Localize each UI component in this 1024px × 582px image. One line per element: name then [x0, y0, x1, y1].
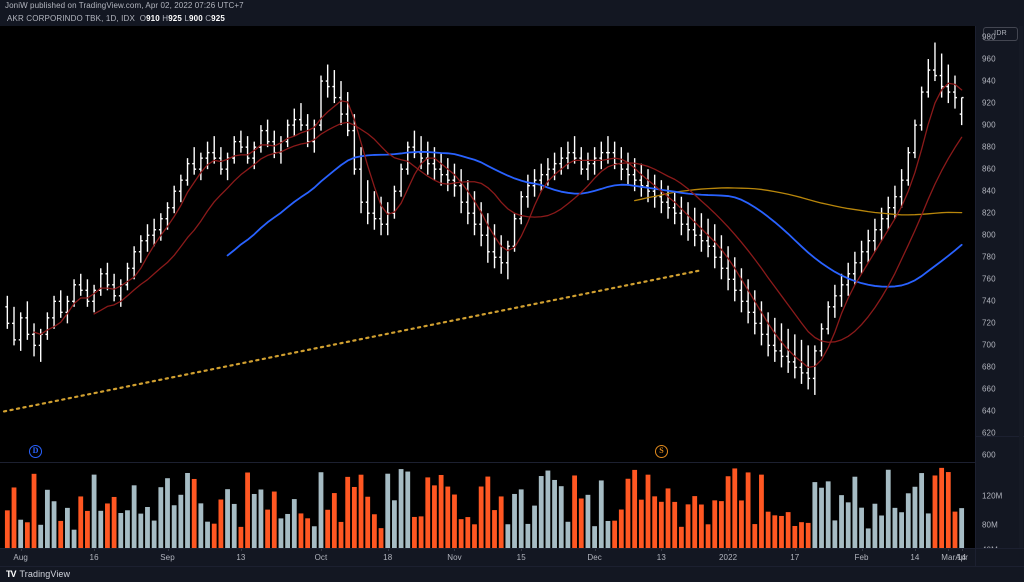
legend-close-label: C [205, 14, 212, 23]
attribution-text: JoniW published on TradingView.com, Apr … [5, 1, 244, 10]
price-tick: 720 [982, 318, 996, 328]
time-tickmark [794, 549, 796, 551]
time-tickmark [320, 549, 322, 551]
volume-tick: 80M [982, 520, 998, 530]
time-tick: 17 [790, 553, 800, 562]
dividend-marker[interactable]: D [29, 445, 42, 458]
price-tick: 760 [982, 274, 996, 284]
time-tick: Aug [13, 553, 28, 562]
symbol-legend: AKR CORPORINDO TBK, 1D, IDX O910 H925 L9… [0, 12, 1024, 26]
legend-interval[interactable]: 1D [105, 14, 117, 23]
time-tickmark [94, 549, 96, 551]
time-tick: 14 [957, 553, 967, 562]
time-tick: Oct [314, 553, 328, 562]
volume-tick: 120M [982, 491, 1003, 501]
price-tick: 960 [982, 54, 996, 64]
price-tick: 700 [982, 340, 996, 350]
tradingview-logo[interactable]: TV TradingView [6, 569, 70, 579]
pane-divider [0, 462, 975, 463]
time-tickmark [594, 549, 596, 551]
legend-high-value: 925 [168, 14, 183, 23]
split-marker[interactable]: S [655, 445, 668, 458]
attribution-bar: JoniW published on TradingView.com, Apr … [0, 0, 1024, 12]
legend-open-value: 910 [146, 14, 160, 23]
ma-line-blue [226, 150, 963, 288]
legend-open-label: O [139, 14, 147, 23]
time-tickmark [661, 549, 663, 551]
price-scale[interactable]: IDR 980 960 940 920 900 880 860 840 820 800 780 760… [975, 26, 1024, 555]
time-tickmark [728, 549, 730, 551]
tradingview-logo-word: TradingView [19, 569, 71, 579]
time-tick: 16 [89, 553, 99, 562]
time-tickmark [454, 549, 456, 551]
time-tick: 13 [656, 553, 666, 562]
price-series-svg [2, 42, 964, 413]
legend-exchange: IDX [121, 14, 135, 23]
time-tick: Nov [447, 553, 462, 562]
volume-series-svg [4, 467, 965, 548]
price-scale-scrollbar[interactable] [1019, 26, 1023, 548]
time-tick: Feb [854, 553, 869, 562]
price-tick: 920 [982, 98, 996, 108]
time-tickmark [948, 549, 950, 551]
price-tick: 840 [982, 186, 996, 196]
price-tick: 860 [982, 164, 996, 174]
price-tick: 780 [982, 252, 996, 262]
price-tick: 680 [982, 362, 996, 372]
price-tick: 600 [982, 450, 996, 460]
time-tickmark [521, 549, 523, 551]
price-tick: 980 [982, 32, 996, 42]
time-tickmark [240, 549, 242, 551]
time-tick: 18 [383, 553, 393, 562]
price-tick: 880 [982, 142, 996, 152]
time-tick: Apr [955, 553, 969, 562]
time-tickmark [167, 549, 169, 551]
currency-badge[interactable]: IDR [983, 27, 1018, 41]
time-tickmark [861, 549, 863, 551]
time-tickmark [961, 549, 963, 551]
price-tick: 820 [982, 208, 996, 218]
time-scale[interactable]: Aug 16 Sep 13 Oct 18 Nov 15 Dec 13 2022 17 Feb 14 Mar 1… [0, 548, 1024, 566]
price-tick: 640 [982, 406, 996, 416]
price-tick: 800 [982, 230, 996, 240]
time-tickmark [20, 549, 22, 551]
price-tick: 740 [982, 296, 996, 306]
volume-pane[interactable] [0, 464, 975, 548]
time-tick: Mar [941, 553, 956, 562]
time-tick: Sep [160, 553, 175, 562]
price-tick: 900 [982, 120, 996, 130]
time-tick: 13 [236, 553, 246, 562]
footer-bar: TV TradingView [0, 566, 1024, 582]
volume-bars [4, 467, 965, 548]
legend-sep-2: , [116, 14, 122, 23]
legend-symbol[interactable]: AKR CORPORINDO TBK [7, 14, 102, 23]
ma-line-red-slow [93, 121, 963, 343]
tradingview-logo-mark: TV [6, 569, 16, 579]
volume-axis-separator [976, 436, 1024, 437]
legend-close-value: 925 [211, 14, 225, 23]
legend-sep-1: , [101, 14, 106, 23]
time-tick: Dec [587, 553, 602, 562]
time-tick: 2022 [718, 553, 738, 562]
legend-low-value: 900 [189, 14, 203, 23]
dotted-trendline[interactable] [2, 269, 702, 413]
time-scale-corner [975, 549, 1024, 566]
price-pane[interactable] [0, 26, 975, 461]
ma-line-red-fast [33, 82, 963, 369]
time-tickmark [387, 549, 389, 551]
time-tick: 15 [516, 553, 526, 562]
legend-low-label: L [184, 14, 189, 23]
time-tick: 14 [910, 553, 920, 562]
time-tickmark [914, 549, 916, 551]
price-tick: 620 [982, 428, 996, 438]
price-tick: 660 [982, 384, 996, 394]
legend-high-label: H [162, 14, 169, 23]
price-tick: 940 [982, 76, 996, 86]
